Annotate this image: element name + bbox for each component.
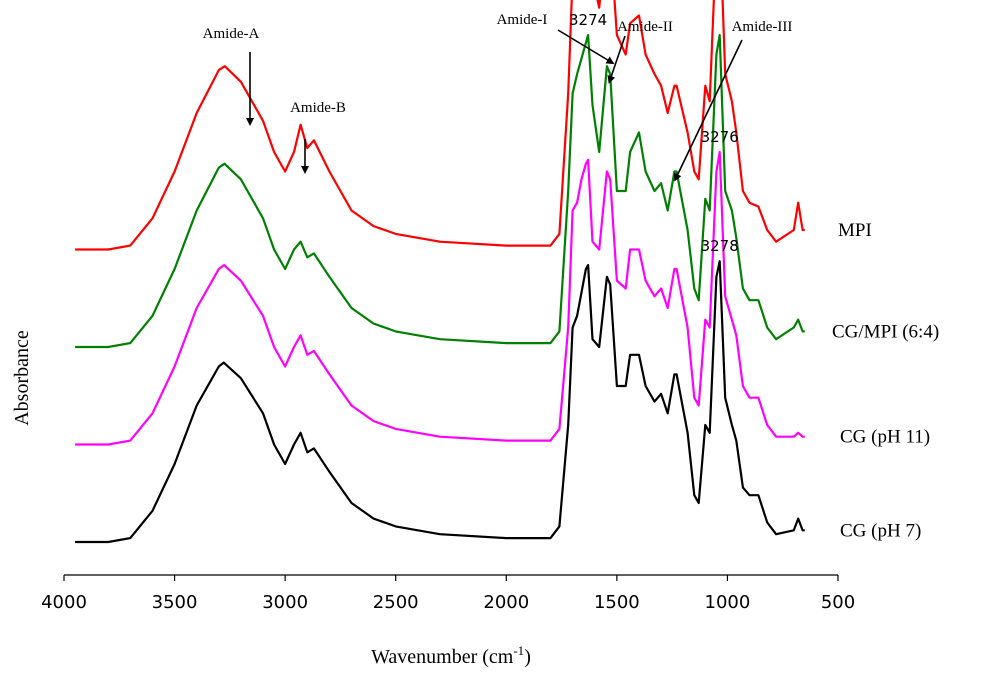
x-tick-label: 2500 [373, 592, 419, 613]
annotations: Amide-A Amide-B Amide-I Amide-II Amide-III [203, 12, 793, 182]
x-tick-label: 2000 [483, 592, 529, 613]
y-axis-title: Absorbance [11, 330, 33, 426]
x-tick-label: 1500 [594, 592, 640, 613]
annotation-amide-ii-label: Amide-II [617, 19, 673, 35]
annotation-amide-b-label: Amide-B [290, 100, 346, 116]
annotation-amide-iii-label: Amide-III [732, 19, 793, 35]
annotation-amide-iii-arrow [674, 39, 743, 182]
x-axis: 4000 3500 3000 2500 2000 1500 1000 500 Wavenumbe… [11, 330, 855, 668]
x-tick-label: 3500 [152, 592, 198, 613]
series-line-cg-ph-11 [75, 150, 805, 446]
annotation-amide-i-label: Amide-I [497, 12, 548, 28]
series-line-cg-ph-7 [75, 260, 805, 544]
x-tick-label: 1000 [705, 592, 751, 613]
annotation-amide-ii-arrow [607, 35, 626, 84]
series-label-cg-mpi-6-4: CG/MPI (6:4) [832, 321, 939, 342]
series-label-cg-ph-7: CG (pH 7) [840, 520, 921, 541]
x-tick-label: 4000 [41, 592, 87, 613]
series-line-mpi [75, 0, 805, 251]
peak-label-cg-ph-7: 3278 [701, 237, 739, 255]
series-label-mpi: MPI [838, 220, 872, 241]
peak-label-cg-mpi-6-4: 3274 [569, 11, 607, 29]
series-label-cg-ph-11: CG (pH 11) [840, 427, 930, 448]
x-tick-label: 3000 [262, 592, 308, 613]
annotation-amide-a-label: Amide-A [203, 26, 260, 42]
x-axis-title: Wavenumber (cm-1) [371, 643, 531, 668]
annotation-amide-i-arrow [557, 29, 615, 65]
series-layer [75, 0, 805, 544]
x-tick-label: 500 [821, 592, 855, 613]
peak-label-cg-ph-11: 3276 [701, 128, 739, 146]
series-line-cg-mpi-6-4 [75, 33, 805, 349]
